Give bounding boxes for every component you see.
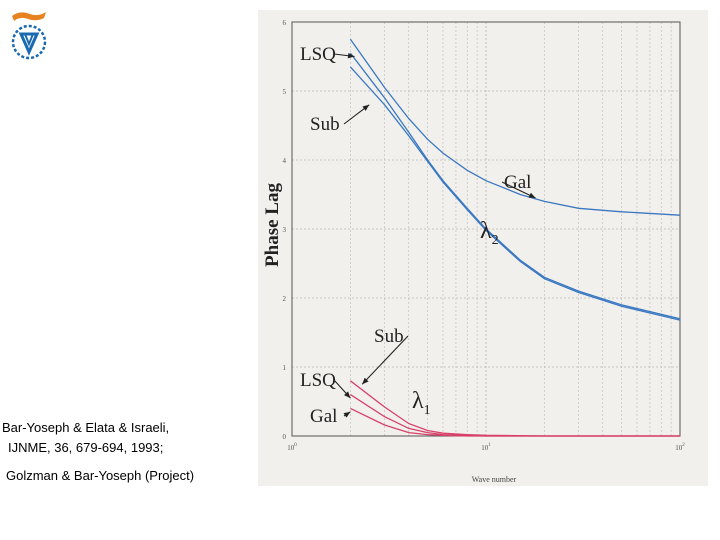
series-line-lambda2-1 bbox=[349, 38, 681, 216]
y-tick-label: 2 bbox=[283, 295, 287, 303]
y-axis-label: Phase Lag bbox=[262, 183, 283, 267]
annotation-label-lsq: LSQ bbox=[300, 44, 336, 65]
y-tick-label: 0 bbox=[283, 433, 287, 441]
annotation-arrowhead bbox=[343, 411, 351, 418]
annotation-label-gal: Gal bbox=[310, 406, 337, 427]
x-tick-label: 102 bbox=[675, 443, 685, 452]
annotation-arrowhead bbox=[362, 377, 369, 385]
series-line-lambda2-2 bbox=[349, 52, 681, 320]
y-tick-label: 5 bbox=[283, 88, 287, 96]
x-axis-label: Wave number bbox=[472, 475, 517, 484]
annotation-lambda1: λ1 bbox=[412, 388, 431, 418]
series-line-lambda2-3 bbox=[349, 66, 681, 321]
annotation-label-sub: Sub bbox=[374, 326, 404, 347]
annotation-label-sub: Sub bbox=[310, 114, 340, 135]
y-tick-label: 1 bbox=[283, 364, 287, 372]
series-line-lambda1-6 bbox=[350, 407, 680, 437]
annotation-label-lsq: LSQ bbox=[300, 370, 336, 391]
annotation-arrowhead bbox=[347, 53, 355, 59]
chart-scan: 0 1 2 3 4 5 6 100 101 102 LSQ Sub Gal λ2 Sub LSQ Gal λ1 … bbox=[258, 10, 708, 486]
y-tick-label: 3 bbox=[283, 226, 287, 234]
x-tick-label: 100 bbox=[287, 443, 297, 452]
citation-line-2: IJNME, 36, 679-694, 1993; bbox=[8, 440, 164, 456]
citation-block: Bar-Yoseph & Elata & Israeli, IJNME, 36,… bbox=[2, 418, 194, 486]
x-tick-label: 101 bbox=[481, 443, 491, 452]
citation-line-1: Bar-Yoseph & Elata & Israeli, bbox=[2, 420, 170, 435]
annotation-arrowhead bbox=[344, 391, 351, 399]
annotation-arrow bbox=[361, 335, 409, 385]
y-tick-label: 4 bbox=[283, 157, 287, 165]
annotation-lambda2: λ2 bbox=[480, 218, 499, 248]
annotation-label-gal: Gal bbox=[504, 172, 531, 193]
university-logo-icon bbox=[8, 8, 50, 64]
y-tick-label: 6 bbox=[283, 19, 287, 27]
annotation-arrowhead bbox=[362, 104, 370, 111]
series-line-lambda1-4 bbox=[350, 380, 680, 437]
annotation-arrowhead bbox=[528, 192, 536, 198]
citation-line-3: Golzman & Bar-Yoseph (Project) bbox=[6, 468, 195, 484]
